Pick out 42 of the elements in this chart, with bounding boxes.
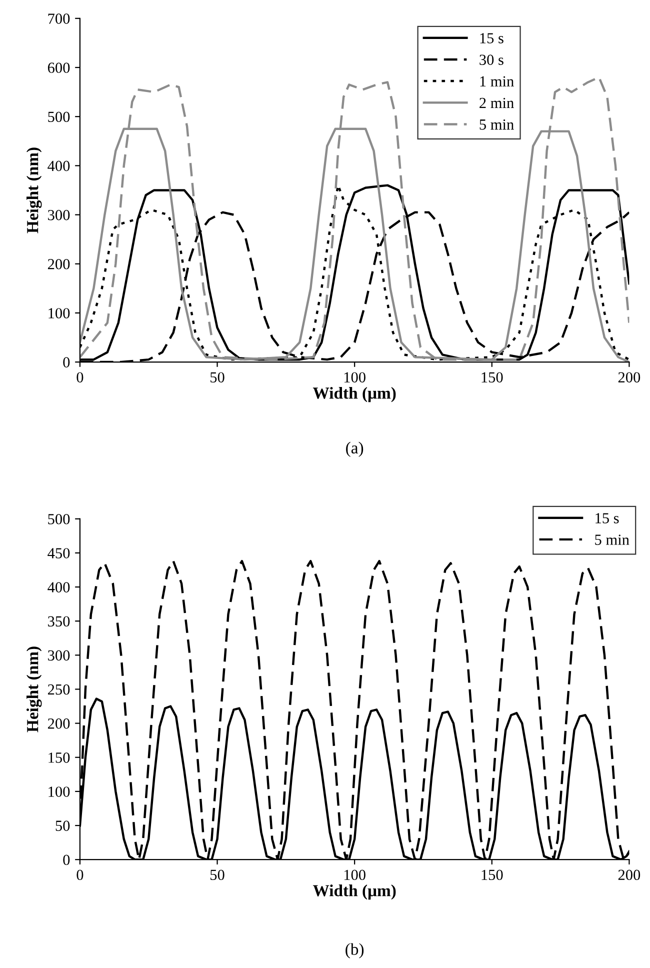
y-tick-label: 500 <box>48 112 70 122</box>
x-tick-label: 100 <box>344 870 366 880</box>
y-tick-label: 600 <box>48 62 70 73</box>
y-tick-label: 350 <box>48 616 70 627</box>
y-tick-label: 100 <box>48 308 70 318</box>
x-tick-label: 50 <box>210 870 224 880</box>
y-tick-label: 200 <box>48 258 70 270</box>
x-axis-title: Width (μm) <box>312 884 396 900</box>
x-tick-label: 200 <box>618 372 640 383</box>
y-tick-label: 0 <box>63 357 70 368</box>
y-tick-label: 0 <box>63 854 70 866</box>
x-tick-label: 0 <box>76 372 84 383</box>
y-tick-label: 200 <box>48 718 70 729</box>
legend-label: 1 min <box>480 76 514 86</box>
x-tick-label: 100 <box>344 372 366 383</box>
legend-label: 15 s <box>596 513 619 524</box>
y-tick-label: 250 <box>48 684 70 695</box>
x-tick-label: 150 <box>482 870 503 880</box>
x-tick-label: 50 <box>210 372 224 383</box>
legend-label: 15 s <box>480 33 504 44</box>
y-axis-title: Height (nm) <box>26 148 42 234</box>
x-tick-label: 200 <box>618 870 640 880</box>
y-tick-label: 500 <box>48 514 70 524</box>
y-tick-label: 150 <box>48 752 70 763</box>
y-tick-label: 700 <box>48 14 70 24</box>
x-tick-label: 0 <box>76 870 84 880</box>
y-tick-label: 400 <box>48 582 70 592</box>
y-tick-label: 400 <box>48 160 70 172</box>
legend-label: 30 s <box>480 54 504 65</box>
x-tick-label: 150 <box>482 372 503 383</box>
y-tick-label: 300 <box>48 210 70 220</box>
legend-label: 2 min <box>480 98 514 108</box>
y-axis-title: Height (nm) <box>26 646 42 732</box>
text: (a) <box>346 442 364 457</box>
x-axis-title: Width (μm) <box>312 387 396 402</box>
legend-label: 5 min <box>480 119 514 130</box>
y-tick-label: 100 <box>48 786 70 797</box>
y-tick-label: 50 <box>56 820 70 831</box>
text: (b) <box>346 943 364 958</box>
y-tick-label: 300 <box>48 650 70 661</box>
y-tick-label: 450 <box>48 548 70 558</box>
legend-label: 5 min <box>595 534 630 545</box>
